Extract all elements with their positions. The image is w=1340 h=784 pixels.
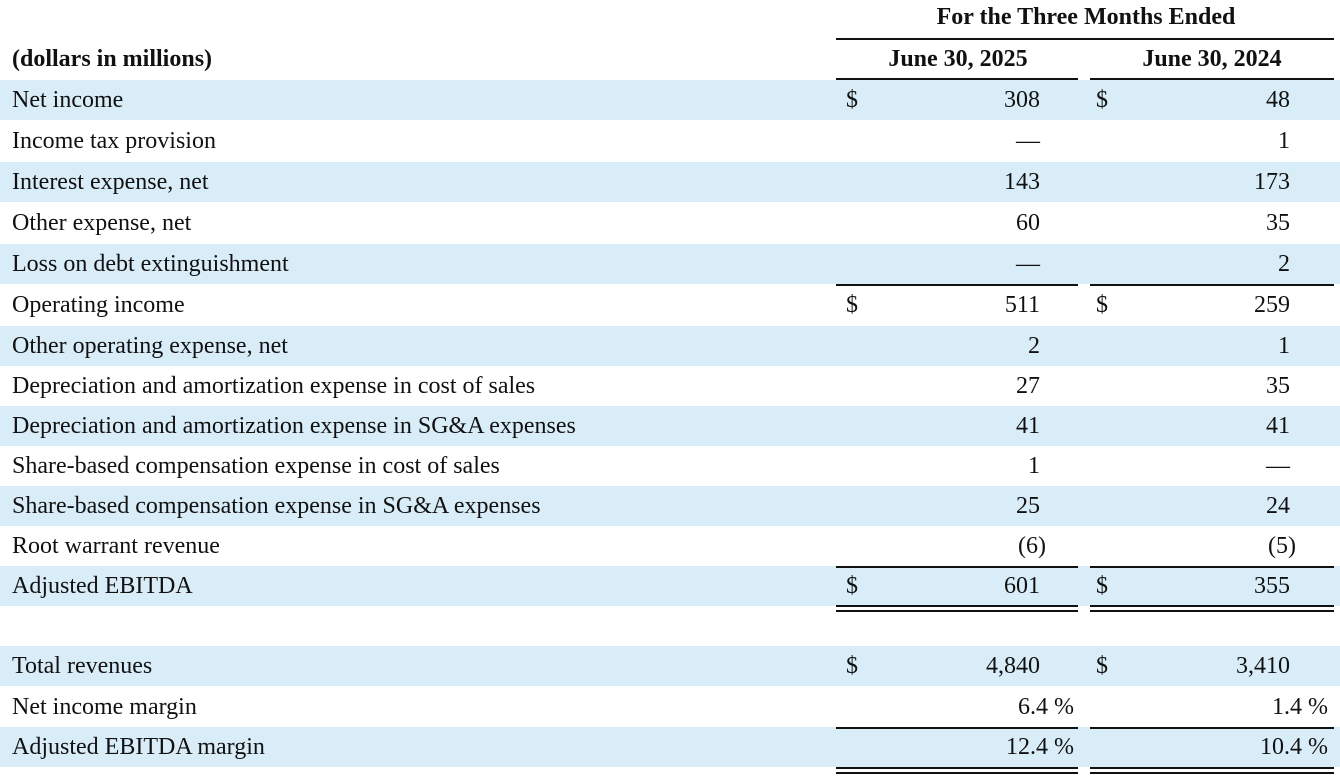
row-band	[0, 244, 1340, 284]
subtotal-rule	[1090, 284, 1334, 286]
subtotal-rule	[1090, 727, 1334, 729]
value-2025: 41	[1016, 413, 1040, 439]
column-header-2025: June 30, 2025	[888, 46, 1028, 72]
double-rule	[836, 767, 1078, 769]
double-rule	[1090, 610, 1334, 612]
row-label: Total revenues	[12, 653, 153, 679]
value-2025: 27	[1016, 373, 1040, 399]
row-band	[0, 646, 1340, 686]
subtotal-rule	[1090, 566, 1334, 568]
row-band	[0, 80, 1340, 120]
value-2024: 35	[1266, 373, 1290, 399]
row-label: Operating income	[12, 292, 185, 318]
row-label: Depreciation and amortization expense in…	[12, 373, 536, 399]
value-2025: 1	[1028, 453, 1040, 479]
row-label: Other operating expense, net	[12, 333, 288, 359]
column-header-2024: June 30, 2024	[1142, 46, 1282, 72]
currency-symbol: $	[1096, 653, 1108, 679]
currency-symbol: $	[846, 87, 858, 113]
currency-symbol: $	[1096, 573, 1108, 599]
row-label: Root warrant revenue	[12, 533, 220, 559]
double-rule	[1090, 605, 1334, 607]
row-label: Adjusted EBITDA	[12, 573, 193, 599]
currency-symbol: $	[1096, 87, 1108, 113]
row-label: Depreciation and amortization expense in…	[12, 413, 576, 439]
value-2024: 2	[1278, 251, 1290, 277]
value-2024: (5)	[1268, 533, 1296, 559]
row-label: Net income	[12, 87, 124, 113]
subtotal-rule	[836, 284, 1078, 286]
value-2024: 1.4 %	[1272, 694, 1328, 720]
value-2025: 2	[1028, 333, 1040, 359]
row-label: Share-based compensation expense in SG&A…	[12, 493, 541, 519]
row-band	[0, 326, 1340, 366]
value-2024: 1	[1278, 333, 1290, 359]
period-title: For the Three Months Ended	[936, 4, 1236, 30]
value-2024: 259	[1254, 292, 1290, 318]
value-2025: 511	[1004, 292, 1040, 318]
row-label: Net income margin	[12, 694, 197, 720]
row-label: Adjusted EBITDA margin	[12, 734, 265, 760]
currency-symbol: $	[846, 573, 858, 599]
value-2025: 4,840	[986, 653, 1040, 679]
double-rule	[1090, 767, 1334, 769]
value-2025: —	[1016, 128, 1040, 154]
double-rule	[836, 605, 1078, 607]
row-band	[0, 566, 1340, 606]
value-2024: 3,410	[1236, 653, 1290, 679]
value-2024: 41	[1266, 413, 1290, 439]
currency-symbol: $	[1096, 292, 1108, 318]
value-2025: 25	[1016, 493, 1040, 519]
value-2025: 143	[1004, 169, 1040, 195]
value-2025: (6)	[1018, 533, 1046, 559]
period-title-underline	[836, 38, 1334, 40]
row-band	[0, 162, 1340, 202]
currency-symbol: $	[846, 653, 858, 679]
value-2025: 12.4 %	[1006, 734, 1074, 760]
currency-symbol: $	[846, 292, 858, 318]
value-2025: 308	[1004, 87, 1040, 113]
value-2024: 35	[1266, 210, 1290, 236]
value-2025: —	[1016, 251, 1040, 277]
double-rule	[836, 772, 1078, 774]
value-2024: 10.4 %	[1260, 734, 1328, 760]
column-header-underline	[1090, 78, 1334, 80]
double-rule	[836, 610, 1078, 612]
column-header-underline	[836, 78, 1078, 80]
row-band	[0, 727, 1340, 767]
double-rule	[1090, 772, 1334, 774]
value-2024: 1	[1278, 128, 1290, 154]
units-label: (dollars in millions)	[12, 46, 213, 72]
subtotal-rule	[836, 566, 1078, 568]
row-label: Share-based compensation expense in cost…	[12, 453, 500, 479]
value-2025: 6.4 %	[1018, 694, 1074, 720]
row-label: Loss on debt extinguishment	[12, 251, 289, 277]
row-band	[0, 486, 1340, 526]
value-2024: 355	[1254, 573, 1290, 599]
row-label: Interest expense, net	[12, 169, 209, 195]
row-band	[0, 406, 1340, 446]
value-2024: 48	[1266, 87, 1290, 113]
value-2024: —	[1266, 453, 1290, 479]
value-2024: 173	[1254, 169, 1290, 195]
value-2025: 601	[1004, 573, 1040, 599]
subtotal-rule	[836, 727, 1078, 729]
row-label: Other expense, net	[12, 210, 192, 236]
row-label: Income tax provision	[12, 128, 216, 154]
value-2025: 60	[1016, 210, 1040, 236]
value-2024: 24	[1266, 493, 1290, 519]
